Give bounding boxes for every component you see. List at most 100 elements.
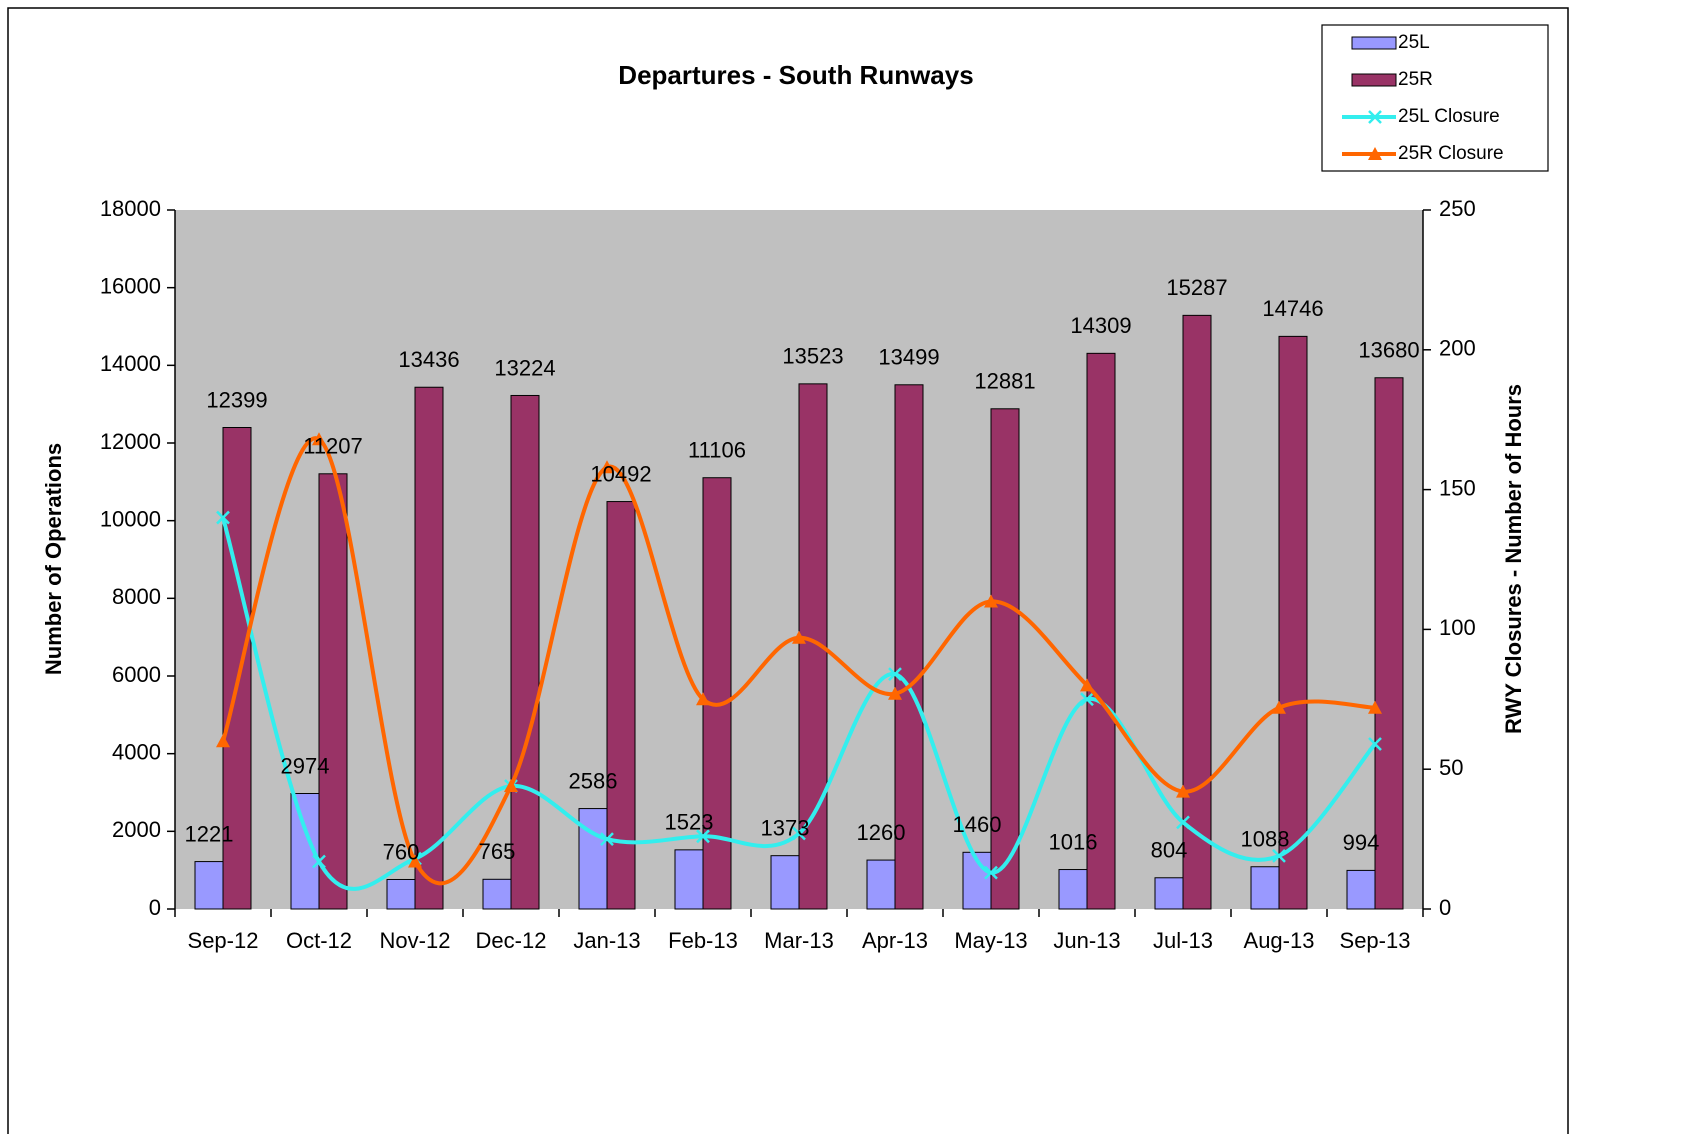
bar <box>1086 352 1116 910</box>
data-label: 1460 <box>953 812 1002 837</box>
point-marker <box>1272 848 1286 863</box>
bar <box>606 501 636 910</box>
x-tick-label: Feb-13 <box>668 928 738 953</box>
point-marker <box>1176 815 1190 830</box>
point-marker <box>1272 700 1286 714</box>
bar <box>1374 377 1404 910</box>
point-marker <box>984 865 998 880</box>
line <box>221 517 1377 891</box>
y-tick-label: 8000 <box>112 584 161 609</box>
data-label: 13224 <box>494 355 555 380</box>
bar <box>194 861 224 910</box>
bar <box>866 859 896 910</box>
y-tick-label: 0 <box>149 895 161 920</box>
bar <box>1250 866 1280 910</box>
bar <box>414 386 444 910</box>
data-label: 1221 <box>185 821 234 846</box>
legend-label: 25R Closure <box>1398 143 1504 164</box>
y-tick-label: 14000 <box>100 351 161 376</box>
bar <box>318 473 348 910</box>
data-label: 760 <box>383 839 420 864</box>
legend-label: 25L <box>1398 32 1430 53</box>
bar <box>674 849 704 910</box>
legend-label: 25R <box>1398 69 1433 90</box>
data-label: 12399 <box>206 387 267 412</box>
bar <box>482 878 512 910</box>
x-tick-label: Jul-13 <box>1153 928 1213 953</box>
point-marker <box>696 829 710 844</box>
y2-tick-label: 200 <box>1439 336 1476 361</box>
point-marker <box>312 854 326 869</box>
point-marker <box>792 826 806 841</box>
data-label: 10492 <box>590 461 651 486</box>
x-tick-label: Jan-13 <box>573 928 640 953</box>
y-tick-label: 18000 <box>100 196 161 221</box>
data-label: 994 <box>1343 830 1380 855</box>
point-marker <box>600 832 614 846</box>
chart-title: Departures - South Runways <box>618 60 973 90</box>
data-label: 13523 <box>782 344 843 369</box>
y2-axis-title: RWY Closures - Number of Hours <box>1501 384 1526 734</box>
data-label: 2974 <box>281 753 330 778</box>
data-label: 765 <box>479 839 516 864</box>
data-label: 11106 <box>688 438 746 463</box>
x-tick-label: Mar-13 <box>764 928 834 953</box>
point-marker <box>1368 147 1382 160</box>
y2-tick-label: 150 <box>1439 475 1476 500</box>
data-label: 1523 <box>665 810 714 835</box>
point-marker <box>1368 737 1382 751</box>
bar <box>1058 869 1088 910</box>
data-label: 1373 <box>761 815 810 840</box>
y-tick-label: 4000 <box>112 739 161 764</box>
data-label: 1088 <box>1241 827 1290 852</box>
y2-tick-label: 0 <box>1439 895 1451 920</box>
y-tick-label: 12000 <box>100 429 161 454</box>
y2-tick-label: 100 <box>1439 615 1476 640</box>
x-tick-label: Dec-12 <box>476 928 547 953</box>
x-tick-label: Aug-13 <box>1244 928 1315 953</box>
data-label: 12881 <box>974 369 1035 394</box>
legend-swatch <box>1351 73 1397 87</box>
y-tick-label: 6000 <box>112 662 161 687</box>
data-label: 13436 <box>398 347 459 372</box>
bar <box>386 878 416 910</box>
x-tick-label: Oct-12 <box>286 928 352 953</box>
data-label: 13680 <box>1358 338 1419 363</box>
point-marker <box>696 692 710 706</box>
point-marker <box>1176 784 1190 798</box>
x-tick-label: Apr-13 <box>862 928 928 953</box>
x-tick-label: Nov-12 <box>380 928 451 953</box>
point-marker <box>600 460 614 474</box>
bar <box>990 408 1020 910</box>
point-marker <box>888 686 902 700</box>
bar <box>510 394 540 910</box>
bar <box>578 808 608 910</box>
y-tick-label: 16000 <box>100 273 161 298</box>
bar <box>222 427 252 910</box>
point-marker <box>888 667 902 682</box>
x-tick-label: May-13 <box>954 928 1027 953</box>
x-tick-label: Sep-13 <box>1340 928 1411 953</box>
x-tick-label: Sep-12 <box>188 928 259 953</box>
bar <box>702 477 732 910</box>
point-marker <box>792 630 806 644</box>
x-tick-label: Jun-13 <box>1053 928 1120 953</box>
point-marker <box>1368 110 1382 124</box>
y-tick-label: 10000 <box>100 506 161 531</box>
data-label: 15287 <box>1166 275 1227 300</box>
bar <box>1346 869 1376 910</box>
bar <box>1182 314 1212 910</box>
data-label: 804 <box>1151 838 1188 863</box>
bar <box>1154 877 1184 910</box>
point-marker <box>1368 700 1382 714</box>
data-label: 1260 <box>857 820 906 845</box>
y2-tick-label: 50 <box>1439 755 1463 780</box>
point-marker <box>312 432 326 446</box>
data-label: 13499 <box>878 345 939 370</box>
point-marker <box>504 778 518 792</box>
data-label: 11207 <box>303 434 363 459</box>
data-label: 14746 <box>1262 296 1323 321</box>
data-label: 14309 <box>1070 313 1131 338</box>
data-label: 2586 <box>569 768 618 793</box>
